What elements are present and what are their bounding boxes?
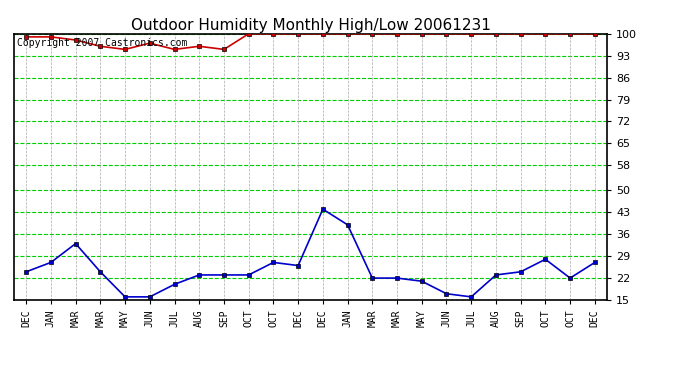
Text: Copyright 2007 Castronics.com: Copyright 2007 Castronics.com xyxy=(17,38,187,48)
Title: Outdoor Humidity Monthly High/Low 20061231: Outdoor Humidity Monthly High/Low 200612… xyxy=(130,18,491,33)
